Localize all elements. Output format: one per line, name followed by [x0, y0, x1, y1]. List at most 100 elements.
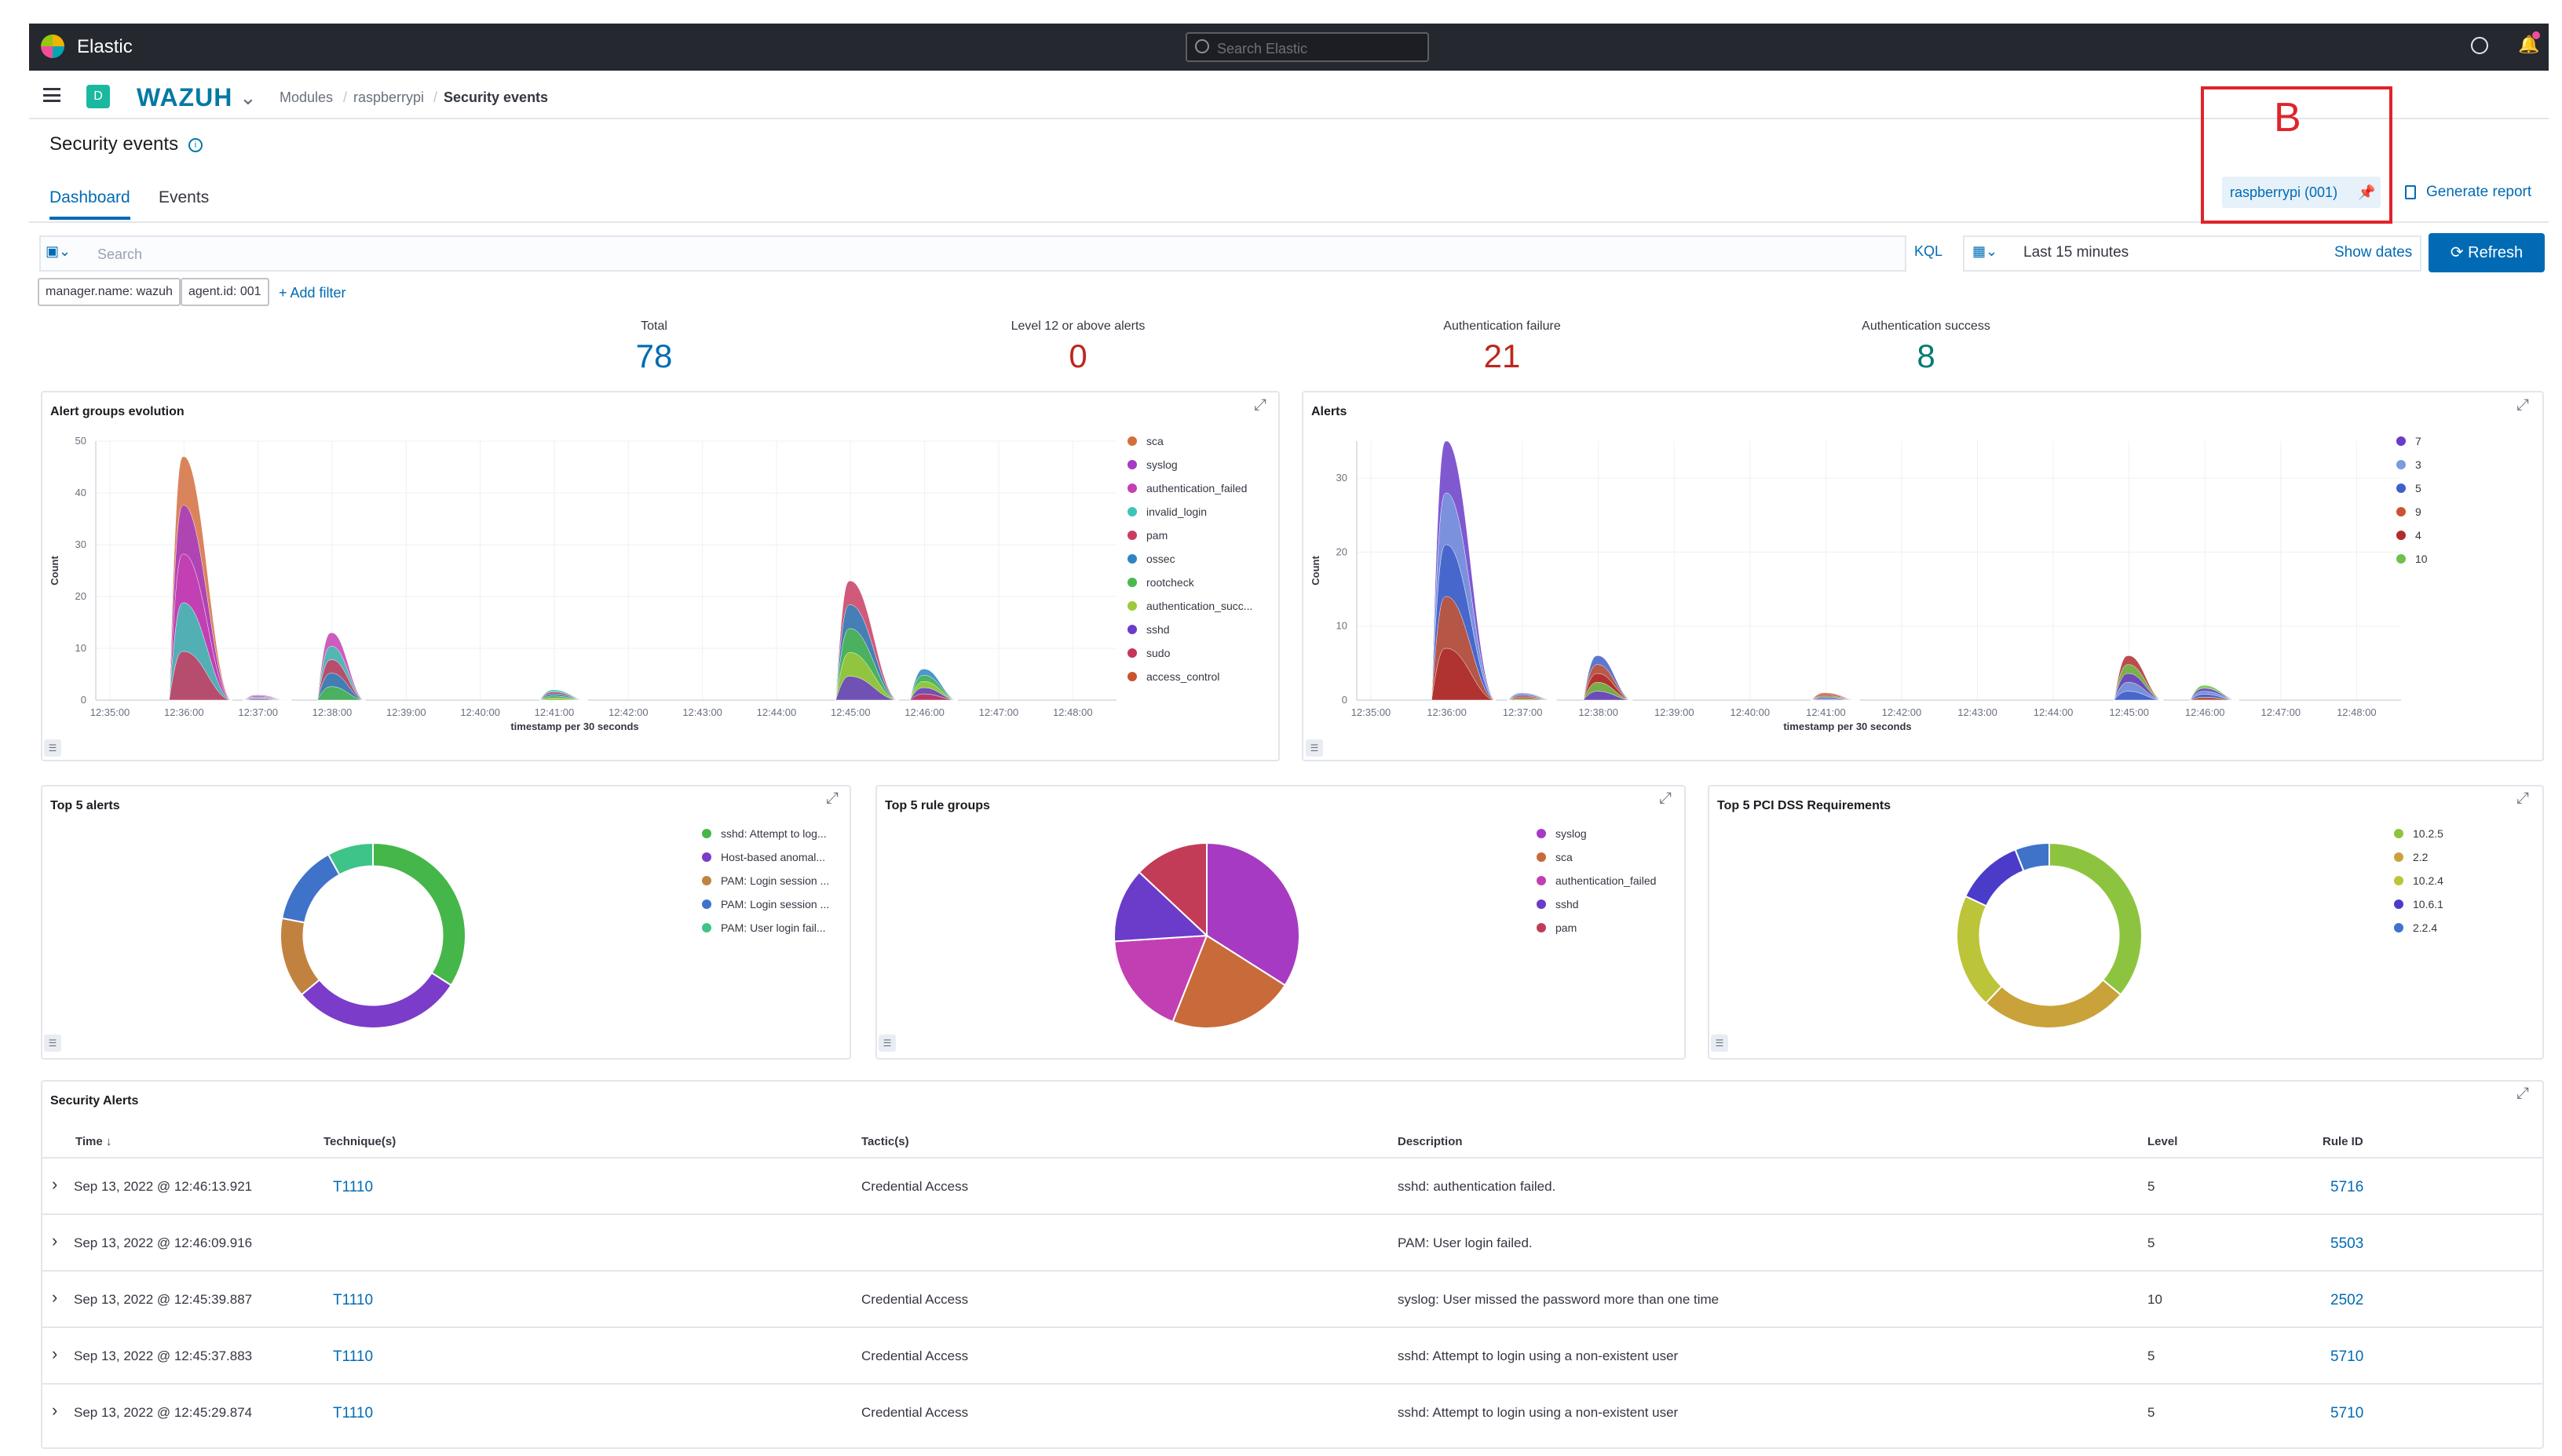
- agent-pill[interactable]: raspberrypi (001): [2222, 177, 2381, 208]
- tab-dashboard[interactable]: Dashboard: [49, 188, 130, 220]
- area-series: [169, 651, 232, 701]
- space-avatar[interactable]: D: [86, 85, 110, 108]
- annotation-label: B: [2274, 95, 2301, 140]
- refresh-button[interactable]: ⟳ Refresh: [2429, 233, 2545, 272]
- query-bar: [39, 235, 1906, 272]
- x-tick-label: 12:46:00: [2185, 706, 2225, 718]
- cell-rule-id[interactable]: 5710: [2330, 1405, 2364, 1421]
- query-input[interactable]: Search: [97, 246, 143, 262]
- metric-value: 78: [635, 338, 673, 374]
- legend-marker: [702, 852, 711, 862]
- generate-report-button[interactable]: Generate report: [2426, 184, 2532, 200]
- cell-rule-id[interactable]: 5716: [2330, 1179, 2364, 1195]
- legend-toggle-icon[interactable]: ☰: [44, 739, 61, 757]
- tab-events[interactable]: Events: [159, 188, 210, 206]
- cell-rule-id[interactable]: 5710: [2330, 1348, 2364, 1365]
- legend-marker: [1537, 923, 1546, 932]
- wazuh-logo[interactable]: WAZUH: [137, 83, 233, 111]
- legend-toggle-icon[interactable]: ☰: [1306, 739, 1323, 757]
- cell-description: sshd: Attempt to login using a non-exist…: [1398, 1348, 1679, 1363]
- cell-time: Sep 13, 2022 @ 12:45:37.883: [74, 1348, 253, 1363]
- legend-toggle-icon[interactable]: ☰: [879, 1035, 896, 1052]
- pie-slice: [2049, 841, 2143, 996]
- calendar-icon[interactable]: ▦⌄: [1972, 243, 1998, 259]
- filter-pill[interactable]: manager.name: wazuh: [38, 278, 181, 306]
- cell-technique[interactable]: T1110: [333, 1179, 374, 1195]
- table-row[interactable]: › Sep 13, 2022 @ 12:45:29.874 T1110 Credent…: [41, 1383, 2542, 1440]
- area-series: [835, 676, 899, 701]
- legend-marker: [1537, 829, 1546, 838]
- divider: [29, 221, 2549, 223]
- legend-toggle-icon[interactable]: ☰: [1711, 1035, 1728, 1052]
- cell-rule-id[interactable]: 2502: [2330, 1292, 2364, 1308]
- x-tick-label: 12:35:00: [90, 706, 130, 718]
- y-tick-label: 10: [1336, 620, 1347, 632]
- elastic-logo-icon[interactable]: [41, 35, 64, 58]
- expand-row-icon[interactable]: ›: [52, 1344, 58, 1363]
- x-tick-label: 12:48:00: [2337, 706, 2377, 718]
- expand-icon[interactable]: ⤢: [2516, 396, 2529, 414]
- table-row[interactable]: › Sep 13, 2022 @ 12:46:09.916 PAM: User lo…: [41, 1213, 2542, 1270]
- cell-rule-id[interactable]: 5503: [2330, 1235, 2364, 1252]
- legend-marker: [2394, 923, 2403, 932]
- legend-label: 3: [2415, 458, 2421, 471]
- expand-row-icon[interactable]: ›: [52, 1231, 58, 1250]
- chevron-down-icon[interactable]: ⌄: [239, 86, 257, 109]
- cell-time: Sep 13, 2022 @ 12:46:09.916: [74, 1235, 253, 1250]
- cell-technique[interactable]: T1110: [333, 1405, 374, 1421]
- legend-label: authentication_succ...: [1146, 600, 1252, 612]
- legend-marker: [702, 900, 711, 909]
- date-range[interactable]: Last 15 minutes: [2023, 244, 2129, 261]
- column-header-rule-id[interactable]: Rule ID: [2323, 1135, 2363, 1148]
- filter-pill[interactable]: agent.id: 001: [181, 278, 269, 306]
- info-icon[interactable]: i: [188, 138, 203, 152]
- y-tick-label: 10: [75, 642, 86, 654]
- expand-icon[interactable]: ⤢: [2516, 790, 2529, 807]
- column-header-tactic[interactable]: Tactic(s): [861, 1135, 909, 1148]
- help-icon[interactable]: [2471, 37, 2488, 54]
- legend-toggle-icon[interactable]: ☰: [44, 1035, 61, 1052]
- column-header-time[interactable]: Time ↓: [75, 1135, 112, 1148]
- table-row[interactable]: › Sep 13, 2022 @ 12:45:37.883 T1110 Credent…: [41, 1326, 2542, 1383]
- breadcrumb-modules[interactable]: Modules: [280, 89, 334, 105]
- column-header-technique[interactable]: Technique(s): [323, 1135, 397, 1148]
- expand-row-icon[interactable]: ›: [52, 1400, 58, 1420]
- cell-technique[interactable]: T1110: [333, 1348, 374, 1365]
- x-tick-label: 12:45:00: [831, 706, 871, 718]
- area-series: [1811, 698, 1860, 701]
- saved-query-icon[interactable]: ▣⌄: [46, 243, 71, 259]
- table-row[interactable]: › Sep 13, 2022 @ 12:46:13.921 T1110 Credent…: [41, 1157, 2542, 1213]
- search-input[interactable]: Search Elastic: [1186, 32, 1429, 62]
- expand-icon[interactable]: ⤢: [1254, 396, 1266, 414]
- legend-label: 10.2.5: [2413, 827, 2443, 840]
- column-header-level[interactable]: Level: [2147, 1135, 2178, 1148]
- legend-label: 10.6.1: [2413, 898, 2443, 910]
- expand-icon[interactable]: ⤢: [2516, 1085, 2529, 1102]
- cell-technique[interactable]: T1110: [333, 1292, 374, 1308]
- x-tick-label: 12:37:00: [238, 706, 278, 718]
- show-dates-button[interactable]: Show dates: [2334, 244, 2413, 261]
- expand-icon[interactable]: ⤢: [826, 790, 839, 807]
- column-label: Time: [75, 1135, 103, 1148]
- column-header-description[interactable]: Description: [1398, 1135, 1463, 1148]
- expand-row-icon[interactable]: ›: [52, 1287, 58, 1307]
- x-tick-label: 12:38:00: [312, 706, 353, 718]
- legend-label: access_control: [1146, 670, 1219, 683]
- add-filter-button[interactable]: + Add filter: [279, 285, 346, 301]
- expand-icon[interactable]: ⤢: [1659, 790, 1672, 807]
- table-row[interactable]: › Sep 13, 2022 @ 12:45:39.887 T1110 Credent…: [41, 1270, 2542, 1326]
- legend-marker: [2394, 900, 2403, 909]
- kql-toggle[interactable]: KQL: [1914, 243, 1943, 259]
- legend-label: 7: [2415, 435, 2421, 447]
- pin-icon[interactable]: 📌: [2358, 184, 2376, 200]
- breadcrumb-agent[interactable]: raspberrypi: [353, 89, 425, 105]
- menu-icon[interactable]: [43, 88, 60, 102]
- legend-marker: [1127, 484, 1137, 493]
- x-axis-label: timestamp per 30 seconds: [1783, 721, 1911, 732]
- expand-row-icon[interactable]: ›: [52, 1174, 58, 1194]
- pie-slice: [300, 972, 453, 1028]
- pie-slice: [1171, 934, 1287, 1028]
- notifications-icon[interactable]: 🔔: [2518, 35, 2540, 54]
- x-axis-label: timestamp per 30 seconds: [510, 721, 638, 732]
